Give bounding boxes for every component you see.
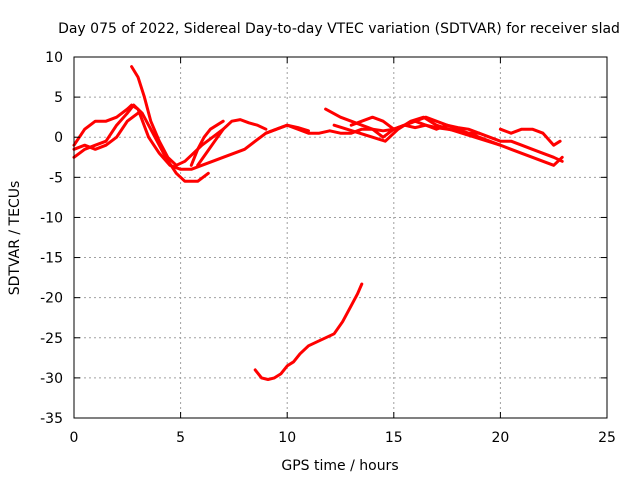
x-tick-label: 15 xyxy=(385,430,403,446)
axis-ticks: 0 5 10 15 20 25 10 5 0 -5 -10 -15 -20 -25 -30 -35 xyxy=(40,50,616,446)
y-tick-label: -25 xyxy=(40,331,63,347)
y-tick-label: -15 xyxy=(40,251,63,267)
y-tick-label: 10 xyxy=(45,50,63,66)
series-arc-4 xyxy=(196,118,268,167)
series-arc-11 xyxy=(349,115,481,135)
grid xyxy=(74,57,607,418)
y-tick-label: -30 xyxy=(40,371,63,387)
y-tick-label: -5 xyxy=(49,170,63,186)
x-tick-label: 25 xyxy=(598,430,616,446)
x-tick-label: 20 xyxy=(491,430,509,446)
y-axis-label: SDTVAR / TECUs xyxy=(7,181,23,296)
plot-frame xyxy=(73,56,608,419)
x-tick-label: 0 xyxy=(70,430,79,446)
series-arc-8 xyxy=(324,107,564,167)
series-arc-5 xyxy=(189,119,225,167)
data-traces xyxy=(72,65,564,381)
series-arc-10 xyxy=(498,127,562,147)
series-arc-3 xyxy=(130,65,225,167)
y-tick-label: 5 xyxy=(54,90,63,106)
x-axis-label: GPS time / hours xyxy=(281,458,398,474)
series-arc-12 xyxy=(253,282,364,381)
series-arc-7 xyxy=(264,123,564,163)
series-arc-6 xyxy=(72,111,140,151)
y-tick-label: -20 xyxy=(40,291,63,307)
y-tick-label: 0 xyxy=(54,130,63,146)
y-tick-label: -35 xyxy=(40,411,63,427)
x-tick-label: 10 xyxy=(278,430,296,446)
series-arc-9 xyxy=(332,115,502,147)
chart-title: Day 075 of 2022, Sidereal Day-to-day VTE… xyxy=(58,21,620,37)
x-tick-label: 5 xyxy=(176,430,185,446)
y-tick-label: -10 xyxy=(40,210,63,226)
